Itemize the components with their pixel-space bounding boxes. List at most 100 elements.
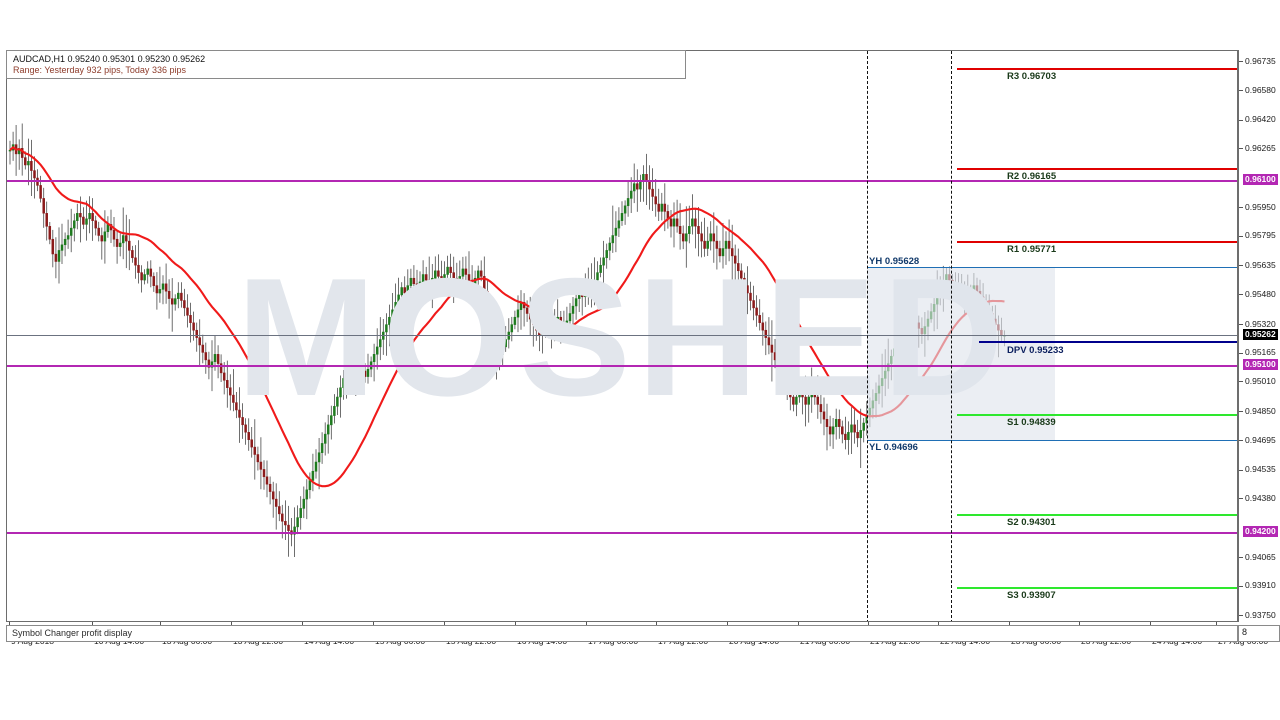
candle-body: [97, 227, 100, 236]
candle-body: [268, 483, 272, 492]
symbol-ohlc-line: AUDCAD,H1 0.95240 0.95301 0.95230 0.9526…: [13, 54, 206, 64]
candle-body: [57, 250, 61, 262]
candle-body: [568, 313, 572, 322]
level-label-R1: R1 0.95771: [1007, 243, 1057, 255]
candle-body: [216, 354, 220, 364]
price-axis-tick-0.96100[interactable]: 0.96100: [1243, 173, 1278, 185]
candle-body: [486, 290, 489, 311]
candle-body: [406, 285, 410, 294]
level-line-R2[interactable]: [957, 167, 1237, 170]
axis-tick-label: 0.96420: [1245, 114, 1276, 125]
candle-body: [247, 432, 250, 440]
candle-body: [134, 257, 137, 266]
round-level-line-0.96100[interactable]: [7, 179, 1237, 182]
candle-body: [688, 226, 691, 234]
candle-body: [278, 506, 281, 515]
candle-body: [498, 354, 501, 362]
candle-body: [146, 268, 149, 275]
level-label-S2: S2 0.94301: [1007, 516, 1056, 528]
candle-body: [758, 315, 761, 323]
level-line-YH[interactable]: [867, 267, 1237, 269]
level-line-R1[interactable]: [957, 240, 1237, 243]
candle-body: [816, 396, 820, 405]
candle-body: [559, 316, 563, 324]
price-axis[interactable]: 0.96735 0.96580 0.96420 0.96265 0.96100 0.959…: [1238, 50, 1280, 622]
candle-body: [128, 240, 131, 251]
candle-body: [730, 248, 734, 257]
price-axis-tick-0.96265: 0.96265: [1239, 143, 1276, 154]
candle-body: [584, 289, 587, 298]
candle-body: [69, 227, 73, 236]
candle-body: [158, 289, 162, 294]
current-price-line: [7, 335, 1237, 337]
round-level-line-0.95100[interactable]: [7, 365, 1237, 368]
candle-body: [326, 424, 330, 435]
candle-body: [501, 346, 504, 355]
axis-tick-mark: [1239, 206, 1243, 208]
candle-body: [232, 394, 235, 403]
candle-body: [219, 363, 223, 374]
candle-body: [27, 161, 30, 166]
candle-body: [262, 469, 266, 478]
status-bar: Symbol Changer profit display: [6, 625, 1238, 642]
price-axis-tick-0.94065: 0.94065: [1239, 552, 1276, 563]
level-line-DPV[interactable]: [979, 340, 1237, 343]
candle-body: [351, 374, 354, 381]
candle-body: [412, 277, 416, 285]
candle-body: [740, 270, 743, 279]
candle-body: [82, 216, 85, 225]
candle-body: [807, 396, 810, 405]
price-axis-tick-0.95480: 0.95480: [1239, 289, 1276, 300]
candle-body: [284, 521, 287, 526]
level-line-S2[interactable]: [957, 513, 1237, 516]
candle-body: [789, 389, 792, 398]
chart-canvas[interactable]: MOSHED R3 0.96703 R2 0.96165 R1 0.95771 YH …: [6, 50, 1238, 622]
level-line-S3[interactable]: [957, 586, 1237, 589]
candle-body: [363, 370, 367, 377]
candle-body: [100, 235, 104, 242]
axis-tick-label: 0.95320: [1245, 318, 1276, 329]
candle-body: [375, 346, 379, 355]
candle-body: [173, 298, 177, 305]
candle-body: [838, 419, 841, 427]
candle-body: [372, 354, 376, 362]
level-line-S1[interactable]: [957, 413, 1237, 416]
candle-body: [605, 250, 608, 259]
candle-body: [424, 274, 428, 281]
candle-body: [259, 461, 263, 470]
candle-body: [489, 309, 492, 333]
axis-tick-mark: [1239, 61, 1243, 63]
candle-body: [755, 307, 758, 316]
candle-body: [547, 320, 550, 327]
candle-body: [853, 424, 856, 433]
level-line-R3[interactable]: [957, 67, 1237, 70]
candle-body: [91, 213, 94, 221]
round-level-line-0.94200[interactable]: [7, 532, 1237, 535]
candle-body: [599, 264, 602, 273]
candle-body: [388, 316, 391, 325]
candle-body: [495, 350, 498, 362]
price-axis-tick-0.94200[interactable]: 0.94200: [1243, 526, 1278, 538]
candle-body: [118, 242, 122, 247]
candle-body: [727, 240, 731, 249]
candle-body: [626, 198, 630, 207]
candle-body: [571, 305, 575, 314]
candle-body: [553, 324, 556, 333]
price-axis-tick-0.95262[interactable]: 0.95262: [1243, 329, 1278, 341]
candle-body: [574, 298, 578, 307]
candle-body: [703, 240, 706, 249]
level-line-YL[interactable]: [867, 440, 1237, 442]
candle-body: [354, 372, 358, 381]
status-bar-text: Symbol Changer profit display: [12, 628, 133, 638]
candle-body: [198, 337, 201, 346]
candle-body: [822, 411, 826, 420]
candle-body: [862, 422, 865, 431]
day-separator-1: [867, 51, 868, 621]
axis-tick-mark: [1239, 90, 1243, 92]
candle-body: [88, 213, 91, 220]
price-axis-tick-0.95100[interactable]: 0.95100: [1243, 359, 1278, 371]
candle-body: [403, 287, 406, 294]
candle-body: [94, 220, 97, 229]
candle-body: [663, 203, 667, 212]
candle-body: [24, 157, 27, 166]
